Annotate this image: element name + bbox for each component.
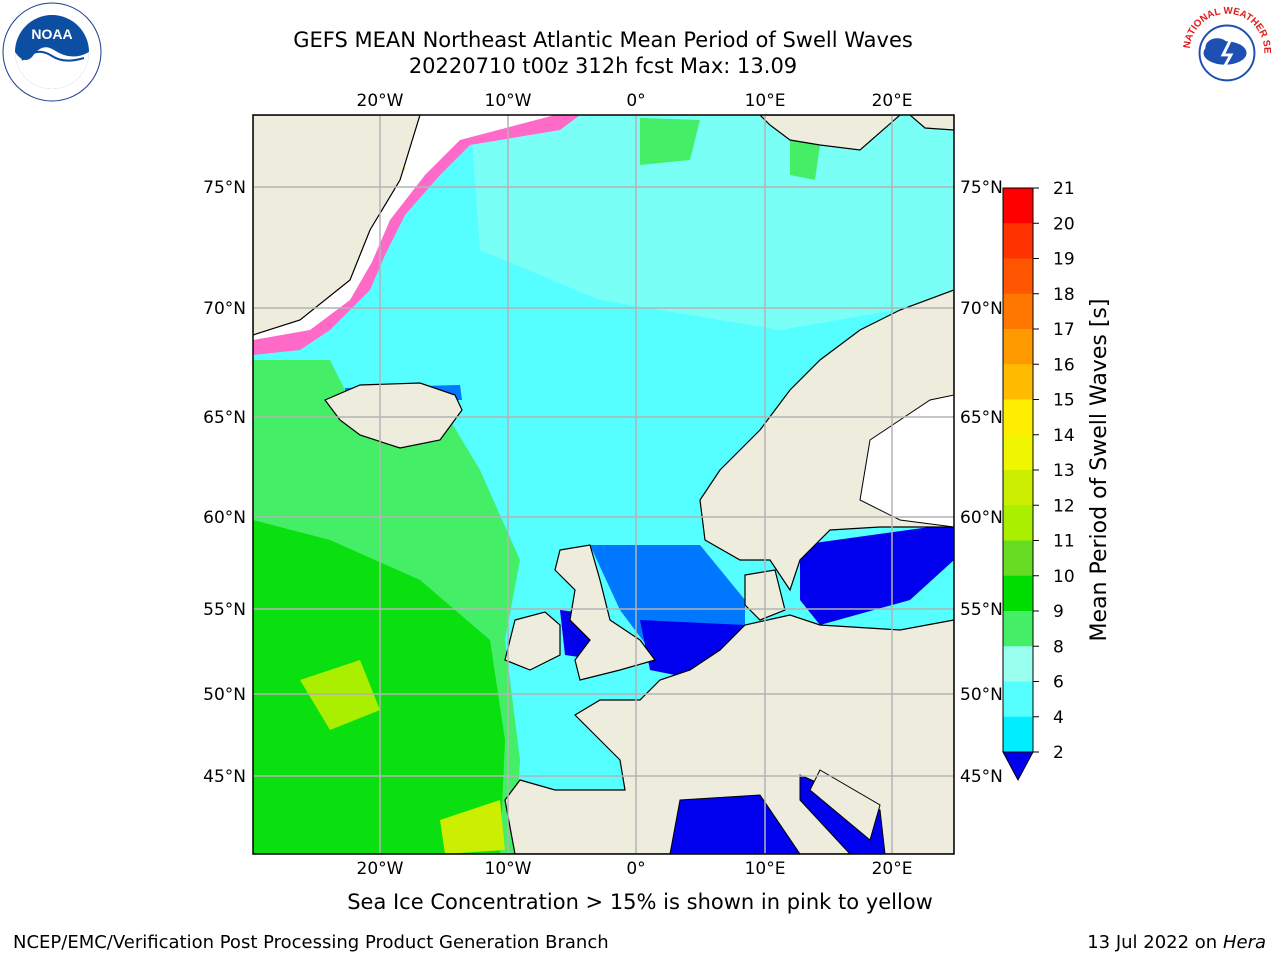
land-svalbard	[759, 115, 901, 151]
colorbar-segment	[1003, 646, 1033, 682]
graticule	[253, 115, 954, 854]
land-greenland	[253, 115, 421, 336]
lon-label-bottom-0: 0°	[626, 859, 645, 879]
colorbar-tick-label: 4	[1053, 708, 1064, 728]
colorbar-tick-label: 15	[1053, 391, 1075, 411]
map-frame	[252, 114, 955, 855]
colorbar-segment	[1003, 470, 1033, 506]
colorbar-tick-label: 16	[1053, 355, 1075, 375]
lat-label-left-55n: 55°N	[203, 600, 246, 620]
map-field	[253, 115, 954, 854]
lat-label-left-45n: 45°N	[203, 767, 246, 787]
footer-date-text: 13 Jul 2022 on	[1087, 932, 1223, 953]
lon-label-bottom-20e: 20°E	[872, 859, 913, 879]
lon-labels-top: 20°W 10°W 0° 10°E 20°E	[357, 91, 913, 111]
lat-label-left-70n: 70°N	[203, 299, 246, 319]
colorbar-tick-label: 10	[1053, 567, 1075, 587]
chart-subtitle: 20220710 t00z 312h fcst Max: 13.09	[408, 54, 798, 78]
lat-label-right-65n: 65°N	[960, 408, 1003, 428]
colorbar-segment	[1003, 505, 1033, 541]
land-iceland	[324, 382, 463, 449]
colorbar: 21 20 19 18 17 16 15 14 13 12 11 10 9 8 6 4 2 Mean Perio…	[1002, 179, 1112, 782]
footer-producer: NCEP/EMC/Verification Post Processing Pr…	[13, 932, 609, 953]
colorbar-tick-label: 13	[1053, 461, 1075, 481]
land-ireland	[504, 611, 561, 671]
colorbar-tick-label: 12	[1053, 496, 1075, 516]
swell-field-yellowgreen-1	[300, 660, 380, 730]
lat-label-left-65n: 65°N	[203, 408, 246, 428]
noaa-logo-text: NOAA	[31, 26, 72, 42]
colorbar-tick-label: 18	[1053, 285, 1075, 305]
land-svalbard-east	[909, 115, 954, 131]
swell-field-darkblue-channel	[640, 620, 745, 680]
colorbar-tick-label: 11	[1053, 532, 1075, 552]
colorbar-segment	[1003, 223, 1033, 259]
land-great-britain	[554, 544, 657, 681]
lat-label-right-70n: 70°N	[960, 299, 1003, 319]
colorbar-segment	[1003, 681, 1033, 718]
colorbar-segment	[1003, 540, 1033, 577]
chart-title: GEFS MEAN Northeast Atlantic Mean Period…	[293, 28, 913, 52]
colorbar-tick-label: 21	[1053, 179, 1075, 199]
colorbar-segment	[1003, 258, 1033, 295]
colorbar-segment	[1003, 611, 1033, 647]
colorbar-tick-label: 20	[1053, 214, 1075, 234]
lat-label-left-60n: 60°N	[203, 508, 246, 528]
noaa-logo: NOAA	[2, 2, 102, 102]
swell-field-yellowgreen-2	[440, 800, 505, 854]
colorbar-tick-label: 9	[1053, 602, 1064, 622]
colorbar-under-triangle	[1002, 751, 1034, 782]
lon-label-bottom-10w: 10°W	[485, 859, 532, 879]
lon-label-top-10e: 10°E	[745, 91, 786, 111]
colorbar-tick-label: 6	[1053, 673, 1064, 693]
lon-label-top-0: 0°	[626, 91, 645, 111]
swell-field-green-dark	[253, 520, 505, 854]
swell-field-darkblue-baltic	[800, 527, 954, 625]
colorbar-tick-label: 17	[1053, 320, 1075, 340]
colorbar-tick-label: 14	[1053, 426, 1075, 446]
swell-field-green-north-1	[640, 118, 700, 165]
footer-host: Hera	[1222, 932, 1266, 953]
footer-date: 13 Jul 2022 on Hera	[1087, 932, 1266, 953]
colorbar-segment	[1003, 399, 1033, 436]
sea-ice-note: Sea Ice Concentration > 15% is shown in …	[347, 890, 933, 914]
swell-field-green-north-2	[790, 140, 820, 180]
lat-label-right-60n: 60°N	[960, 508, 1003, 528]
colorbar-tick-label: 8	[1053, 637, 1064, 657]
colorbar-segments	[1003, 188, 1033, 753]
lon-label-bottom-10e: 10°E	[745, 859, 786, 879]
lon-labels-bottom: 20°W 10°W 0° 10°E 20°E	[357, 859, 913, 879]
lat-label-right-55n: 55°N	[960, 600, 1003, 620]
lat-label-left-50n: 50°N	[203, 685, 246, 705]
lat-label-right-50n: 50°N	[960, 685, 1003, 705]
colorbar-label: Mean Period of Swell Waves [s]	[1087, 299, 1112, 642]
lon-label-bottom-20w: 20°W	[357, 859, 404, 879]
colorbar-segment	[1003, 716, 1033, 753]
lat-labels-right: 75°N 70°N 65°N 60°N 55°N 50°N 45°N	[960, 178, 1003, 787]
lon-label-top-20w: 20°W	[357, 91, 404, 111]
lon-label-top-20e: 20°E	[872, 91, 913, 111]
colorbar-segment	[1003, 364, 1033, 400]
nws-logo: NATIONAL WEATHER SERVICE	[1178, 2, 1275, 99]
colorbar-tick-label: 2	[1053, 743, 1064, 763]
colorbar-segment	[1003, 575, 1033, 612]
lat-label-right-75n: 75°N	[960, 178, 1003, 198]
lat-label-right-45n: 45°N	[960, 767, 1003, 787]
colorbar-segment	[1003, 434, 1033, 471]
colorbar-segment	[1003, 329, 1033, 365]
colorbar-tick-label: 19	[1053, 250, 1075, 270]
sea-mediterranean	[669, 794, 801, 854]
colorbar-segment	[1003, 293, 1033, 330]
colorbar-ticks: 21 20 19 18 17 16 15 14 13 12 11 10 9 8 6 4 2	[1033, 179, 1075, 763]
lat-labels-left: 75°N 70°N 65°N 60°N 55°N 50°N 45°N	[203, 178, 246, 787]
lat-label-left-75n: 75°N	[203, 178, 246, 198]
colorbar-segment	[1003, 188, 1033, 224]
swell-field-light	[470, 115, 954, 330]
lon-label-top-10w: 10°W	[485, 91, 532, 111]
land-italy	[809, 769, 881, 841]
